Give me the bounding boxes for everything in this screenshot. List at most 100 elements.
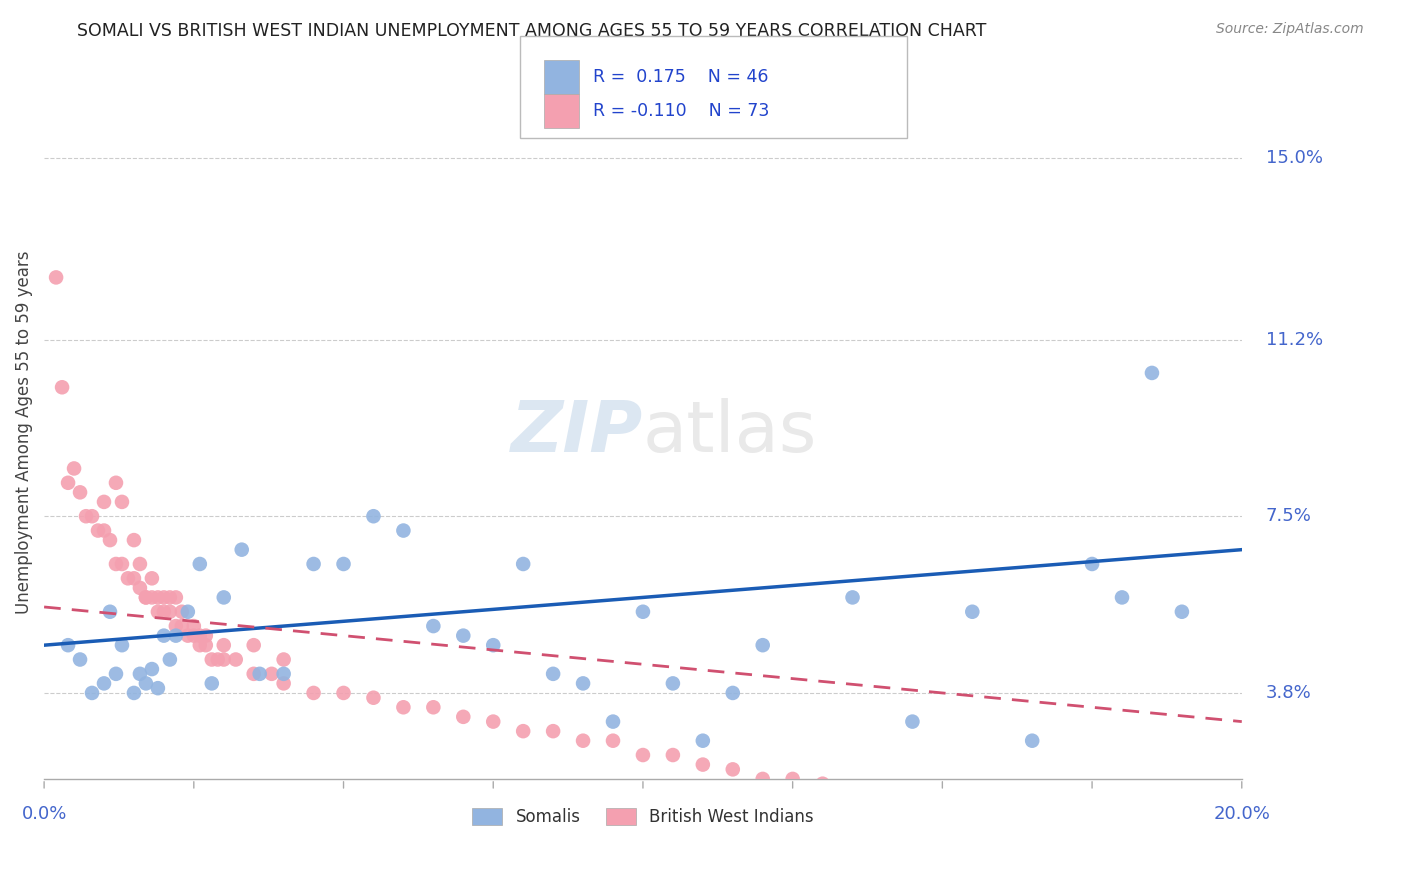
Point	[541, 666, 564, 681]
Point	[141, 571, 163, 585]
Text: atlas: atlas	[643, 398, 817, 467]
Point	[146, 681, 169, 695]
Point	[122, 686, 145, 700]
Text: 15.0%: 15.0%	[1265, 149, 1323, 167]
Point	[98, 605, 121, 619]
Point	[69, 652, 91, 666]
Text: 3.8%: 3.8%	[1265, 684, 1312, 702]
Text: R =  0.175    N = 46: R = 0.175 N = 46	[593, 68, 769, 86]
Point	[225, 652, 247, 666]
Point	[129, 581, 152, 595]
Point	[811, 777, 834, 791]
Point	[242, 638, 264, 652]
Point	[135, 591, 157, 605]
Point	[572, 733, 595, 747]
Text: SOMALI VS BRITISH WEST INDIAN UNEMPLOYMENT AMONG AGES 55 TO 59 YEARS CORRELATION: SOMALI VS BRITISH WEST INDIAN UNEMPLOYME…	[77, 22, 987, 40]
Point	[104, 475, 127, 490]
Point	[153, 605, 176, 619]
Point	[662, 747, 685, 762]
Point	[93, 524, 115, 538]
Point	[482, 638, 505, 652]
Point	[212, 652, 235, 666]
Point	[141, 662, 163, 676]
Point	[87, 524, 110, 538]
Point	[93, 495, 115, 509]
Point	[80, 686, 103, 700]
Point	[170, 605, 193, 619]
Point	[931, 796, 953, 810]
Point	[177, 605, 200, 619]
Point	[188, 638, 211, 652]
Point	[159, 605, 181, 619]
Point	[212, 591, 235, 605]
Point	[153, 591, 176, 605]
Point	[56, 638, 79, 652]
Point	[302, 686, 325, 700]
Point	[93, 676, 115, 690]
Point	[541, 724, 564, 739]
Point	[721, 686, 744, 700]
Point	[751, 638, 773, 652]
Point	[721, 763, 744, 777]
Point	[841, 591, 863, 605]
Point	[392, 700, 415, 714]
Point	[201, 652, 224, 666]
Point	[302, 557, 325, 571]
Point	[117, 571, 139, 585]
Point	[188, 629, 211, 643]
Point	[165, 591, 187, 605]
Point	[111, 495, 134, 509]
Point	[273, 652, 295, 666]
Point	[177, 629, 200, 643]
Point	[183, 619, 205, 633]
Point	[901, 714, 924, 729]
Point	[80, 509, 103, 524]
Point	[212, 638, 235, 652]
Point	[63, 461, 86, 475]
Point	[111, 557, 134, 571]
Y-axis label: Unemployment Among Ages 55 to 59 years: Unemployment Among Ages 55 to 59 years	[15, 251, 32, 615]
Point	[146, 591, 169, 605]
Point	[159, 652, 181, 666]
Point	[273, 666, 295, 681]
Point	[98, 533, 121, 547]
Point	[512, 557, 534, 571]
Point	[170, 619, 193, 633]
Point	[662, 676, 685, 690]
Point	[45, 270, 67, 285]
Point	[453, 629, 475, 643]
Point	[332, 686, 354, 700]
Point	[1140, 366, 1163, 380]
Point	[692, 733, 714, 747]
Point	[631, 747, 654, 762]
Text: ZIP: ZIP	[510, 398, 643, 467]
Point	[122, 533, 145, 547]
Text: 20.0%: 20.0%	[1213, 805, 1270, 823]
Point	[692, 757, 714, 772]
Point	[129, 557, 152, 571]
Point	[631, 605, 654, 619]
Point	[962, 605, 984, 619]
Point	[207, 652, 229, 666]
Point	[1021, 805, 1043, 820]
Point	[512, 724, 534, 739]
Point	[69, 485, 91, 500]
Point	[111, 638, 134, 652]
Point	[146, 605, 169, 619]
Point	[135, 676, 157, 690]
Point	[165, 629, 187, 643]
Point	[75, 509, 97, 524]
Point	[453, 710, 475, 724]
Point	[194, 638, 217, 652]
Point	[153, 629, 176, 643]
Point	[363, 690, 385, 705]
Point	[56, 475, 79, 490]
Text: 7.5%: 7.5%	[1265, 508, 1312, 525]
Point	[482, 714, 505, 729]
Point	[260, 666, 283, 681]
Point	[422, 700, 444, 714]
Point	[782, 772, 804, 786]
Point	[602, 733, 624, 747]
Point	[194, 629, 217, 643]
Point	[273, 676, 295, 690]
